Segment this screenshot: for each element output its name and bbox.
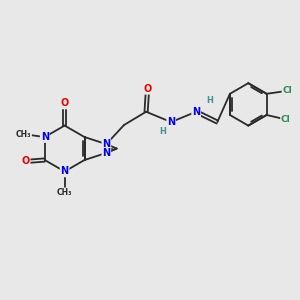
Text: O: O [143, 84, 152, 94]
Text: N: N [41, 132, 49, 142]
Text: CH₃: CH₃ [16, 130, 31, 139]
Text: CH₃: CH₃ [57, 188, 72, 197]
Text: Cl: Cl [282, 86, 292, 95]
Text: N: N [102, 148, 110, 158]
Text: O: O [61, 98, 69, 109]
Text: N: N [167, 117, 175, 127]
Text: H: H [207, 96, 213, 105]
Text: H: H [159, 127, 166, 136]
Text: O: O [22, 157, 30, 166]
Text: N: N [61, 167, 69, 176]
Text: Cl: Cl [281, 115, 291, 124]
Text: N: N [102, 139, 110, 149]
Text: N: N [192, 107, 200, 117]
